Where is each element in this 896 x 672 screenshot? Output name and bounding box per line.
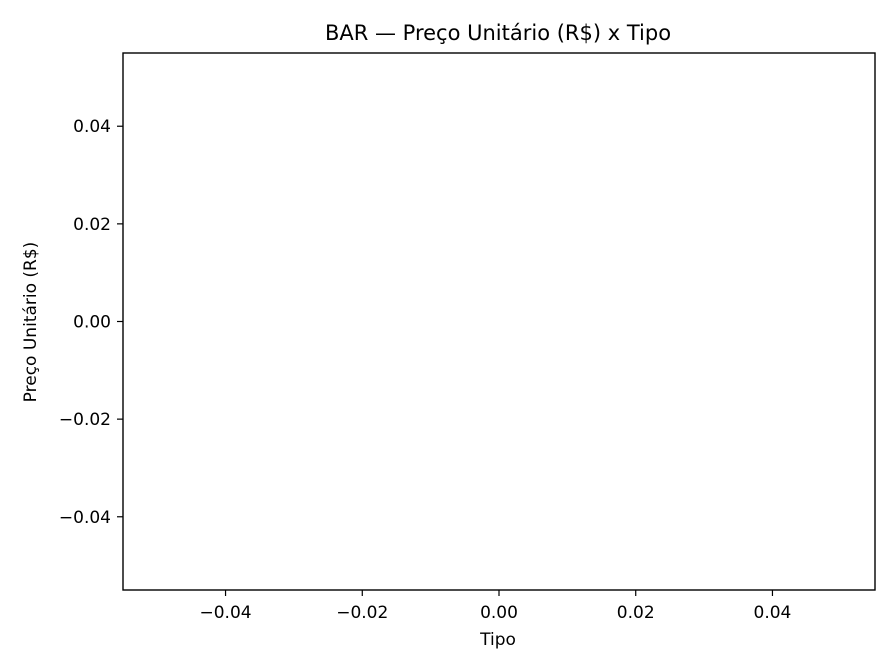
y-axis-ticks: 0.04 0.02 0.00 −0.02 −0.04 <box>59 117 123 528</box>
y-tick-label: 0.02 <box>73 215 111 235</box>
x-tick-label: 0.02 <box>617 603 655 623</box>
x-tick-label: 0.00 <box>480 603 518 623</box>
y-tick-label: 0.04 <box>73 117 111 137</box>
y-axis-label: Preço Unitário (R$) <box>21 242 41 403</box>
chart-title: BAR — Preço Unitário (R$) x Tipo <box>325 21 671 45</box>
x-tick-label: 0.04 <box>754 603 792 623</box>
x-tick-label: −0.02 <box>336 603 388 623</box>
x-axis-ticks: −0.04 −0.02 0.00 0.02 0.04 <box>199 590 791 623</box>
x-axis-label: Tipo <box>479 630 516 650</box>
x-tick-label: −0.04 <box>199 603 251 623</box>
y-tick-label: −0.04 <box>59 508 111 528</box>
y-tick-label: 0.00 <box>73 313 111 333</box>
plot-area <box>122 52 876 591</box>
y-tick-label: −0.02 <box>59 410 111 430</box>
